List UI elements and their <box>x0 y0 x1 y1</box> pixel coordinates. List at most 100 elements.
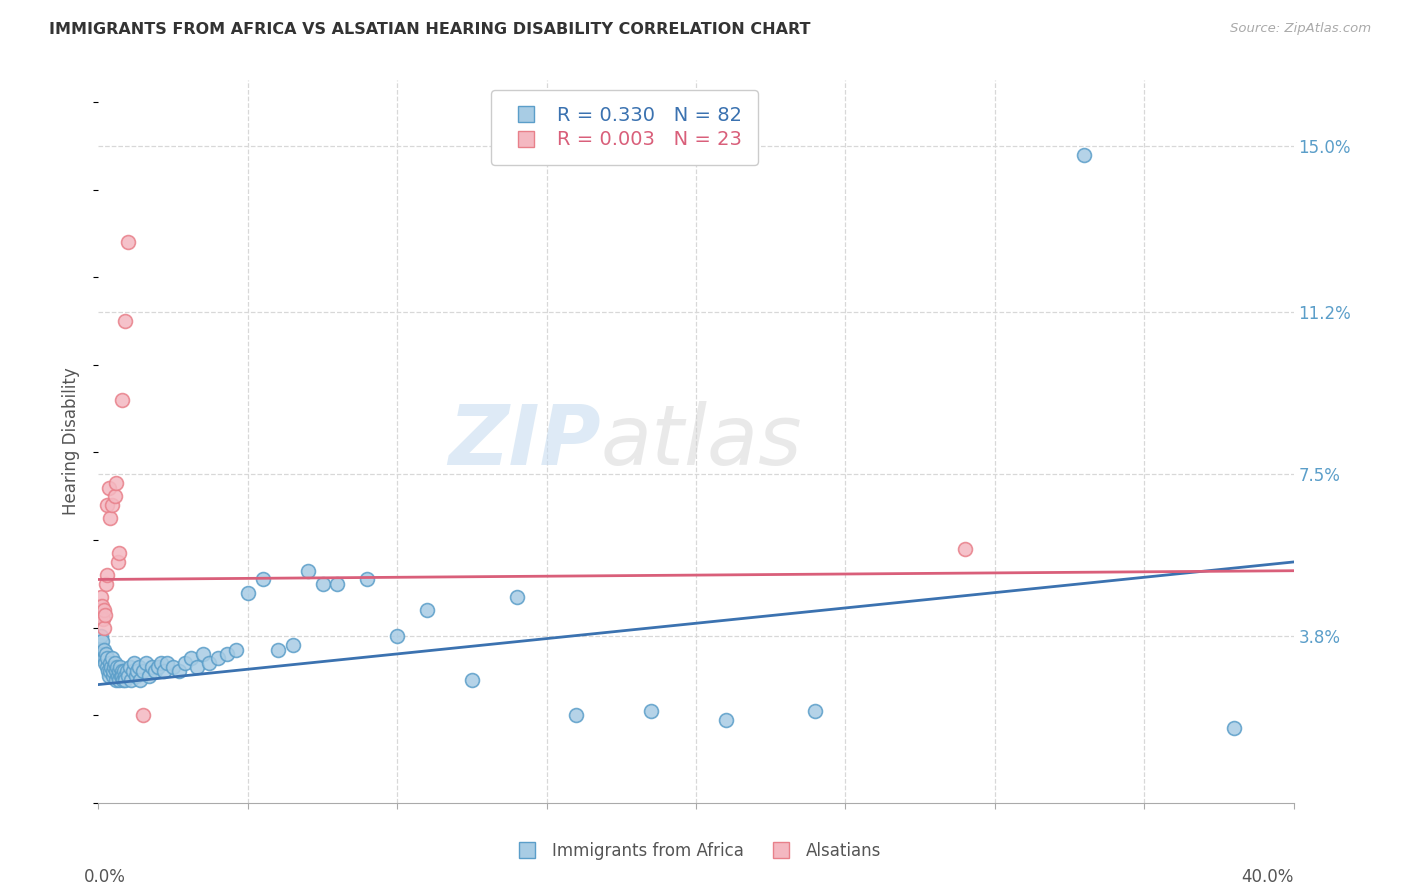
Point <box>107 669 129 683</box>
Point <box>111 669 134 683</box>
Point <box>94 647 117 661</box>
Point <box>1073 147 1095 161</box>
Point <box>91 633 114 648</box>
Legend: Immigrants from Africa, Alsatians: Immigrants from Africa, Alsatians <box>503 836 889 867</box>
Point <box>281 638 304 652</box>
Point <box>121 665 143 679</box>
Point <box>100 660 122 674</box>
Point <box>114 673 136 688</box>
Point <box>108 673 131 688</box>
Point <box>111 665 134 679</box>
Point <box>311 577 333 591</box>
Point <box>94 656 117 670</box>
Point <box>153 665 176 679</box>
Point <box>97 669 120 683</box>
Point <box>125 669 148 683</box>
Point <box>112 665 135 679</box>
Point <box>143 665 166 679</box>
Point <box>108 660 131 674</box>
Text: ZIP: ZIP <box>447 401 600 482</box>
Point <box>416 603 439 617</box>
Point <box>97 665 120 679</box>
Point <box>114 669 136 683</box>
Point <box>107 665 129 679</box>
Point <box>93 621 115 635</box>
Point <box>101 651 124 665</box>
Point <box>103 665 125 679</box>
Point <box>110 669 132 683</box>
Point <box>89 638 111 652</box>
Point <box>118 660 141 674</box>
Point <box>98 656 121 670</box>
Point <box>132 665 155 679</box>
Point <box>252 573 274 587</box>
Text: 0.0%: 0.0% <box>83 869 125 887</box>
Point <box>128 660 150 674</box>
Point <box>98 511 122 525</box>
Point <box>461 673 484 688</box>
Point <box>124 656 146 670</box>
Point <box>105 665 128 679</box>
Point <box>132 708 155 723</box>
Point <box>198 656 221 670</box>
Point <box>90 590 112 604</box>
Point <box>267 642 290 657</box>
Point <box>174 656 197 670</box>
Point <box>117 669 139 683</box>
Point <box>107 555 129 569</box>
Point <box>104 489 127 503</box>
Point <box>114 314 136 328</box>
Point <box>117 235 139 250</box>
Text: Source: ZipAtlas.com: Source: ZipAtlas.com <box>1230 22 1371 36</box>
Point <box>104 656 127 670</box>
Point <box>105 660 128 674</box>
Point <box>385 629 409 643</box>
Point <box>129 673 152 688</box>
Point <box>96 568 118 582</box>
Point <box>141 660 163 674</box>
Point <box>115 665 138 679</box>
Point <box>156 656 179 670</box>
Point <box>93 642 115 657</box>
Point <box>90 607 112 622</box>
Point <box>90 629 112 643</box>
Point <box>105 476 128 491</box>
Point <box>640 704 662 718</box>
Point <box>111 392 134 407</box>
Point <box>150 656 173 670</box>
Point <box>93 651 115 665</box>
Point <box>1223 722 1246 736</box>
Point <box>186 660 208 674</box>
Point <box>101 669 124 683</box>
Point <box>91 647 114 661</box>
Text: 40.0%: 40.0% <box>1241 869 1294 887</box>
Point <box>96 660 118 674</box>
Point <box>804 704 827 718</box>
Point <box>215 647 238 661</box>
Point <box>148 660 170 674</box>
Point <box>120 673 142 688</box>
Point <box>565 708 588 723</box>
Point <box>127 665 149 679</box>
Point <box>91 599 114 613</box>
Point <box>108 546 131 560</box>
Point <box>94 607 117 622</box>
Point <box>356 573 378 587</box>
Point <box>506 590 529 604</box>
Point <box>714 713 737 727</box>
Point <box>207 651 229 665</box>
Point <box>90 642 112 657</box>
Point <box>138 669 160 683</box>
Point <box>953 541 976 556</box>
Point <box>297 564 319 578</box>
Point <box>98 665 122 679</box>
Point <box>89 599 111 613</box>
Point <box>101 498 124 512</box>
Point <box>236 585 259 599</box>
Point <box>104 673 127 688</box>
Y-axis label: Hearing Disability: Hearing Disability <box>62 368 80 516</box>
Point <box>191 647 214 661</box>
Point <box>167 665 190 679</box>
Point <box>162 660 184 674</box>
Point <box>326 577 349 591</box>
